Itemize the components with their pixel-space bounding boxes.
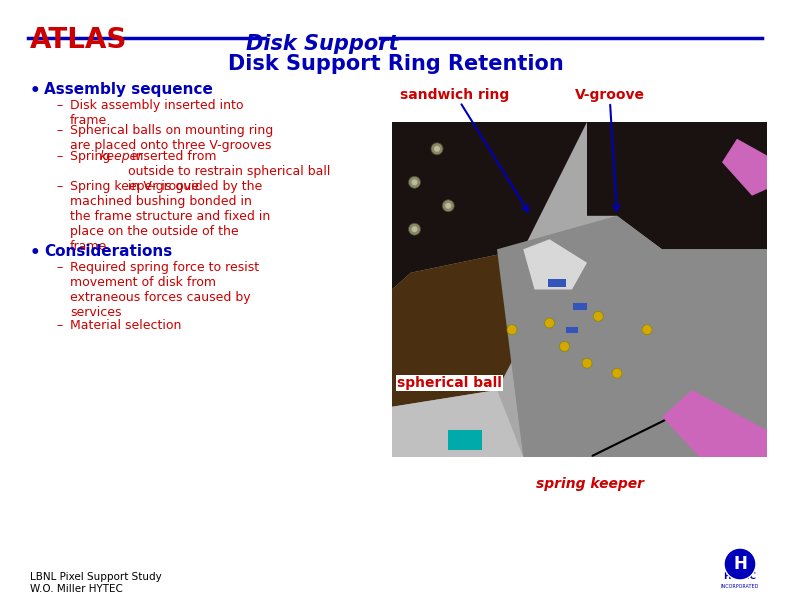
Circle shape bbox=[431, 143, 443, 155]
Bar bbox=[573, 303, 587, 310]
Bar bbox=[566, 327, 578, 333]
Text: Spring keeper is guided by the
machined bushing bonded in
the frame structure an: Spring keeper is guided by the machined … bbox=[70, 180, 270, 253]
Circle shape bbox=[724, 548, 756, 580]
Polygon shape bbox=[662, 390, 767, 457]
Circle shape bbox=[409, 223, 421, 235]
Text: LBNL Pixel Support Study: LBNL Pixel Support Study bbox=[30, 572, 162, 582]
Text: Spring: Spring bbox=[70, 150, 114, 163]
Text: •: • bbox=[30, 82, 40, 100]
Polygon shape bbox=[587, 122, 767, 249]
Circle shape bbox=[445, 203, 451, 209]
Text: –: – bbox=[56, 319, 63, 332]
Circle shape bbox=[412, 179, 417, 185]
Text: W.O. Miller HYTEC: W.O. Miller HYTEC bbox=[30, 584, 123, 594]
Text: Required spring force to resist
movement of disk from
extraneous forces caused b: Required spring force to resist movement… bbox=[70, 261, 259, 319]
Circle shape bbox=[412, 226, 417, 232]
Text: Considerations: Considerations bbox=[44, 244, 172, 259]
Circle shape bbox=[507, 325, 517, 335]
Text: INCORPORATED: INCORPORATED bbox=[721, 584, 760, 589]
Text: Spherical balls on mounting ring
are placed onto three V-grooves: Spherical balls on mounting ring are pla… bbox=[70, 124, 273, 152]
Text: –: – bbox=[56, 99, 63, 112]
Bar bbox=[392, 122, 767, 457]
Circle shape bbox=[434, 146, 440, 152]
Circle shape bbox=[642, 325, 652, 335]
Circle shape bbox=[593, 312, 604, 321]
Circle shape bbox=[409, 176, 421, 188]
Text: inserted from
outside to restrain spherical ball
in V-groove: inserted from outside to restrain spheri… bbox=[128, 150, 330, 193]
Polygon shape bbox=[392, 122, 587, 289]
Text: –: – bbox=[56, 150, 63, 163]
Circle shape bbox=[612, 368, 622, 378]
Circle shape bbox=[559, 341, 569, 351]
Text: spring keeper: spring keeper bbox=[536, 477, 644, 491]
Text: Disk assembly inserted into
frame: Disk assembly inserted into frame bbox=[70, 99, 243, 127]
Polygon shape bbox=[448, 430, 482, 450]
Circle shape bbox=[582, 358, 592, 368]
Text: spherical ball: spherical ball bbox=[397, 376, 502, 390]
Circle shape bbox=[545, 318, 554, 328]
Text: –: – bbox=[56, 124, 63, 137]
Text: –: – bbox=[56, 180, 63, 193]
Text: Disk Support: Disk Support bbox=[246, 34, 398, 54]
Text: Disk Support Ring Retention: Disk Support Ring Retention bbox=[228, 54, 564, 74]
Polygon shape bbox=[392, 390, 524, 457]
Polygon shape bbox=[722, 139, 767, 196]
Text: V-groove: V-groove bbox=[575, 88, 645, 102]
Text: Material selection: Material selection bbox=[70, 319, 181, 332]
Bar bbox=[548, 279, 566, 287]
Text: Assembly sequence: Assembly sequence bbox=[44, 82, 213, 97]
Text: HYTEC: HYTEC bbox=[724, 572, 756, 581]
Circle shape bbox=[442, 200, 455, 212]
Text: ATLAS: ATLAS bbox=[30, 26, 128, 54]
Text: sandwich ring: sandwich ring bbox=[401, 88, 509, 102]
Polygon shape bbox=[497, 216, 767, 457]
Text: H: H bbox=[733, 555, 747, 573]
Polygon shape bbox=[392, 249, 550, 407]
Polygon shape bbox=[524, 239, 587, 289]
Text: •: • bbox=[30, 244, 40, 262]
Text: –: – bbox=[56, 261, 63, 274]
Text: keeper: keeper bbox=[100, 150, 143, 163]
